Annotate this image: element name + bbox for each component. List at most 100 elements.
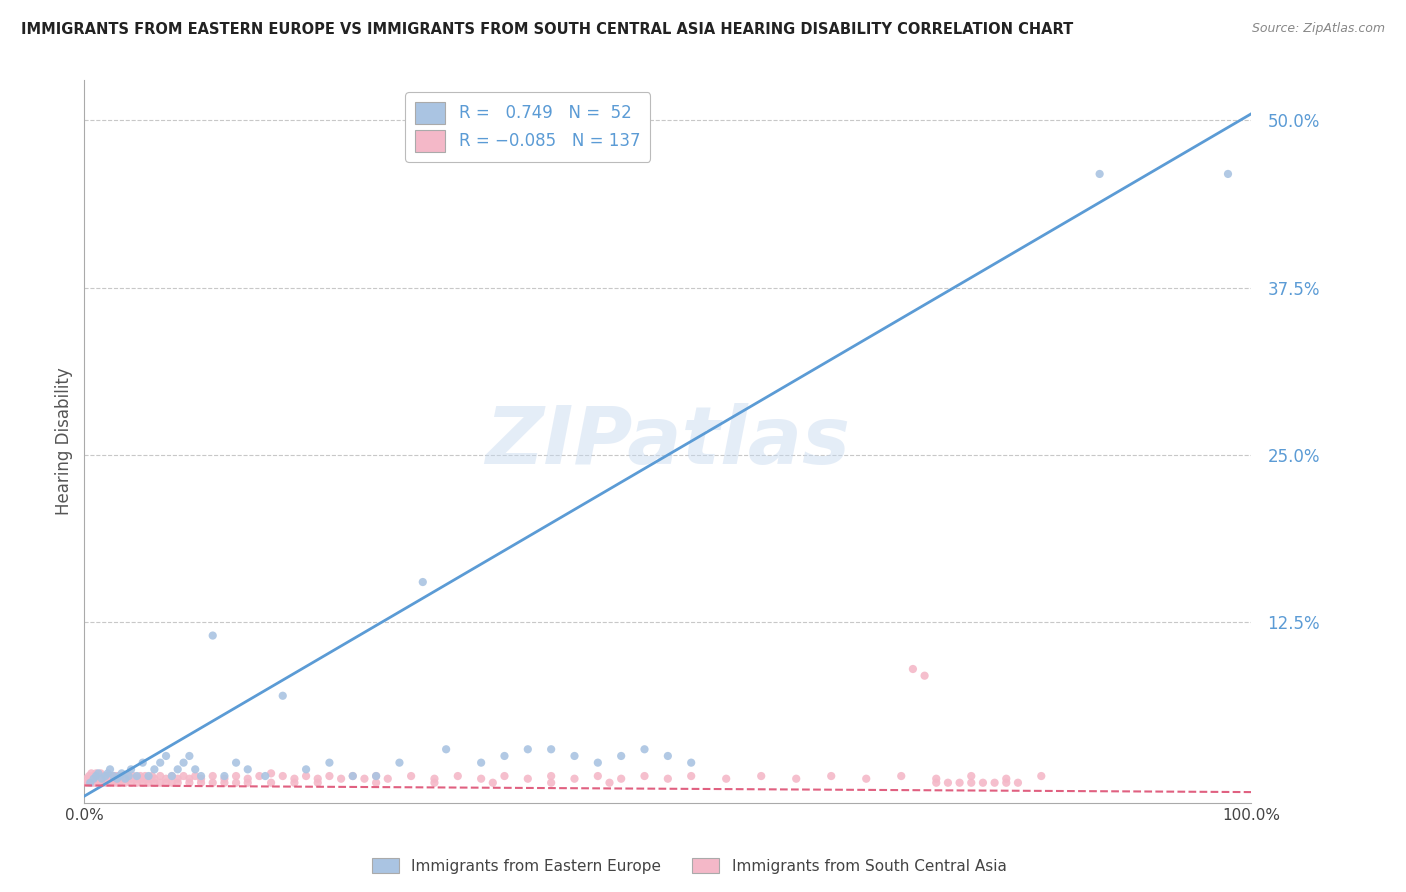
Point — [399, 769, 422, 783]
Point — [657, 749, 679, 764]
Point — [98, 769, 121, 783]
Point — [90, 776, 112, 790]
Point — [122, 769, 145, 783]
Point — [155, 776, 177, 790]
Point — [100, 772, 122, 786]
Point — [366, 769, 388, 783]
Point — [129, 769, 152, 783]
Point — [342, 769, 364, 783]
Point — [540, 742, 562, 756]
Point — [423, 772, 446, 786]
Point — [111, 769, 134, 783]
Point — [260, 776, 283, 790]
Text: Source: ZipAtlas.com: Source: ZipAtlas.com — [1251, 22, 1385, 36]
Point — [132, 772, 155, 786]
Point — [97, 769, 120, 783]
Point — [138, 772, 160, 786]
Point — [681, 769, 703, 783]
Point — [249, 769, 271, 783]
Point — [108, 772, 131, 786]
Point — [657, 772, 679, 786]
Point — [307, 776, 329, 790]
Point — [89, 769, 111, 783]
Point — [254, 769, 277, 783]
Point — [925, 776, 948, 790]
Point — [125, 769, 148, 783]
Point — [90, 766, 112, 780]
Point — [470, 756, 492, 770]
Point — [716, 772, 738, 786]
Point — [166, 772, 188, 786]
Point — [93, 772, 115, 786]
Point — [586, 769, 609, 783]
Point — [481, 776, 505, 790]
Point — [118, 769, 141, 783]
Point — [105, 776, 128, 790]
Point — [201, 776, 224, 790]
Point — [179, 776, 201, 790]
Point — [318, 769, 340, 783]
Point — [447, 769, 470, 783]
Y-axis label: Hearing Disability: Hearing Disability — [55, 368, 73, 516]
Point — [76, 772, 98, 786]
Point — [470, 772, 492, 786]
Point — [225, 776, 247, 790]
Point — [540, 769, 562, 783]
Legend: Immigrants from Eastern Europe, Immigrants from South Central Asia: Immigrants from Eastern Europe, Immigran… — [366, 852, 1012, 880]
Point — [115, 772, 138, 786]
Point — [98, 776, 121, 790]
Point — [214, 769, 236, 783]
Point — [132, 756, 155, 770]
Point — [84, 766, 107, 780]
Point — [118, 769, 141, 783]
Point — [855, 772, 877, 786]
Point — [307, 772, 329, 786]
Point — [610, 749, 633, 764]
Point — [90, 772, 112, 786]
Point — [434, 742, 457, 756]
Point — [318, 756, 340, 770]
Point — [84, 776, 107, 790]
Point — [160, 769, 183, 783]
Point — [98, 762, 121, 776]
Point — [114, 772, 136, 786]
Point — [190, 769, 212, 783]
Point — [143, 776, 166, 790]
Point — [91, 769, 114, 783]
Point — [114, 776, 136, 790]
Point — [271, 769, 294, 783]
Point — [103, 772, 125, 786]
Point — [342, 769, 364, 783]
Point — [173, 769, 195, 783]
Point — [120, 776, 142, 790]
Point — [960, 776, 983, 790]
Point — [166, 762, 188, 776]
Point — [201, 769, 224, 783]
Point — [94, 776, 117, 790]
Point — [101, 769, 124, 783]
Point — [820, 769, 842, 783]
Point — [104, 772, 127, 786]
Point — [225, 756, 247, 770]
Point — [260, 766, 283, 780]
Point — [494, 749, 516, 764]
Point — [160, 769, 183, 783]
Point — [87, 772, 110, 786]
Point — [983, 776, 1005, 790]
Point — [107, 772, 129, 786]
Point — [1031, 769, 1053, 783]
Point — [412, 575, 434, 590]
Point — [610, 772, 633, 786]
Point — [134, 769, 156, 783]
Point — [633, 742, 655, 756]
Point — [516, 742, 538, 756]
Point — [236, 772, 259, 786]
Point — [283, 772, 305, 786]
Point — [914, 669, 936, 683]
Point — [179, 772, 201, 786]
Point — [1088, 167, 1111, 181]
Point — [125, 772, 148, 786]
Point — [138, 776, 160, 790]
Point — [190, 776, 212, 790]
Point — [83, 772, 105, 786]
